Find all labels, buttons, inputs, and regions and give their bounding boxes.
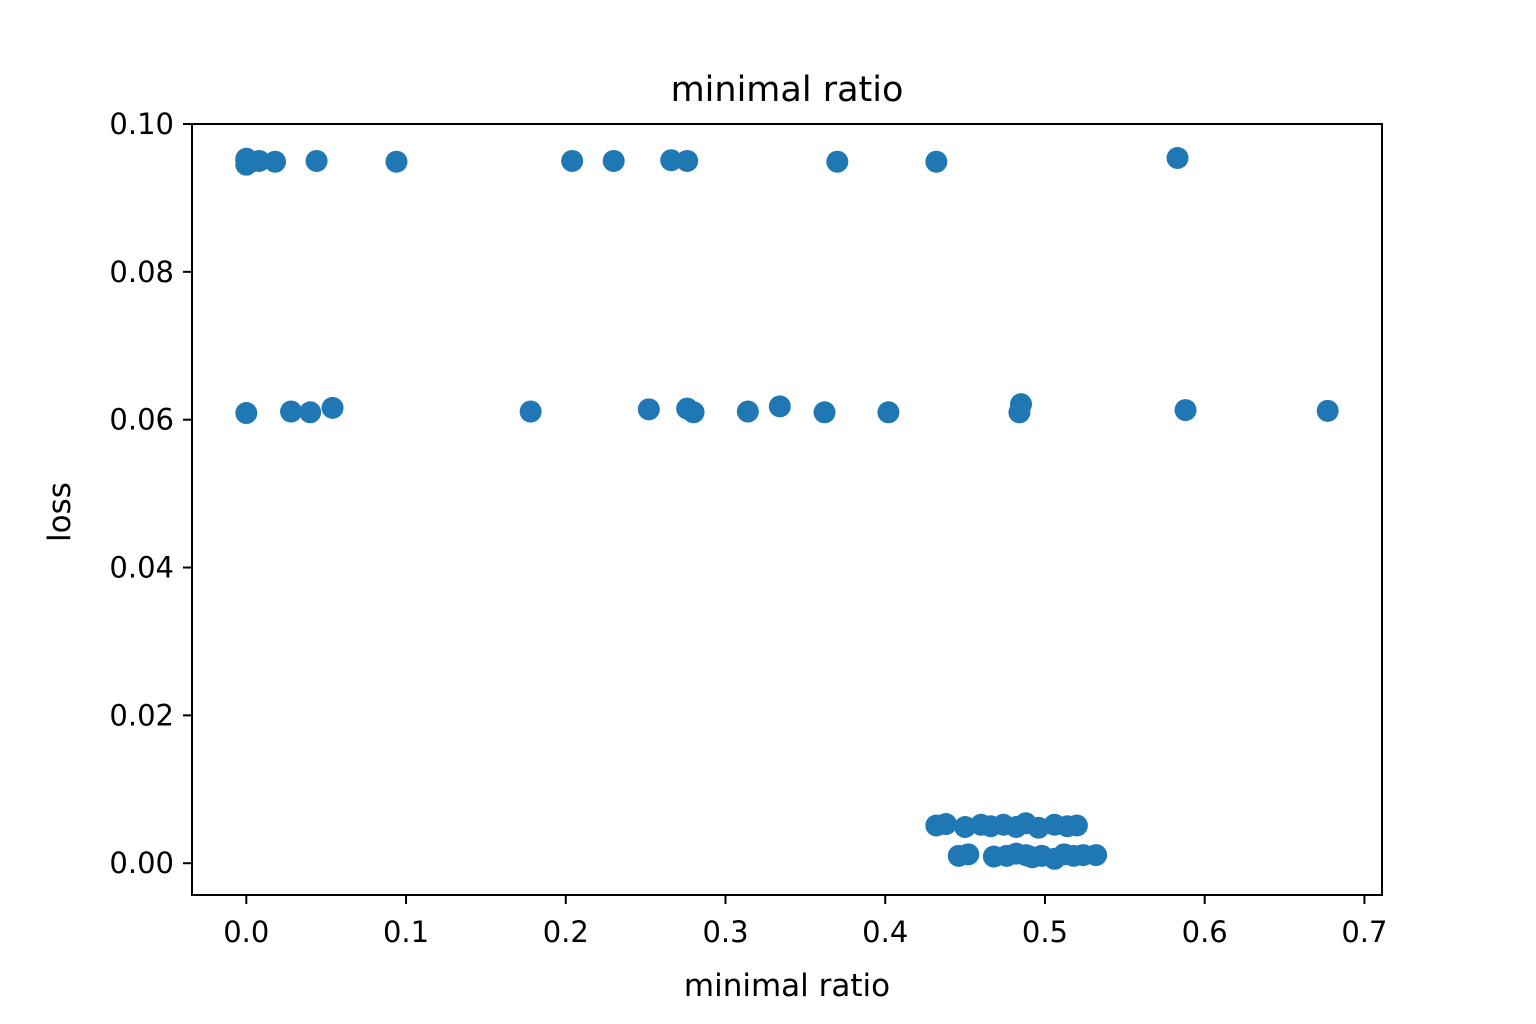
- data-point: [957, 843, 980, 866]
- data-point: [385, 150, 408, 173]
- y-tick-label: 0.08: [109, 255, 174, 289]
- y-tick-label: 0.02: [109, 698, 174, 732]
- x-tick-label: 0.1: [383, 915, 429, 949]
- plot-frame: [191, 123, 1383, 896]
- y-tick-label: 0.00: [109, 846, 174, 880]
- data-point: [1316, 399, 1339, 422]
- data-point: [248, 149, 271, 172]
- y-tick-label: 0.10: [109, 107, 174, 141]
- data-point: [602, 149, 625, 172]
- y-axis-ticks: 0.00 0.02 0.04 0.06 0.08 0.10: [109, 107, 192, 880]
- x-tick-label: 0.4: [862, 915, 908, 949]
- data-point: [637, 398, 660, 421]
- x-tick-label: 0.6: [1182, 915, 1228, 949]
- data-point: [676, 149, 699, 172]
- x-tick-label: 0.5: [1022, 915, 1068, 949]
- data-point: [264, 150, 287, 173]
- data-point: [934, 813, 957, 836]
- data-point: [682, 401, 705, 424]
- x-tick-label: 0.3: [702, 915, 748, 949]
- data-point: [813, 401, 836, 424]
- data-point: [305, 149, 328, 172]
- data-point: [1065, 814, 1088, 837]
- data-point: [1010, 393, 1033, 416]
- scatter-points: [235, 147, 1339, 870]
- data-point: [519, 400, 542, 423]
- y-tick-label: 0.04: [109, 551, 174, 585]
- x-axis-title: minimal ratio: [684, 968, 890, 1004]
- data-point: [768, 395, 791, 418]
- x-tick-label: 0.7: [1341, 915, 1387, 949]
- data-point: [1166, 147, 1189, 170]
- y-tick-label: 0.06: [109, 403, 174, 437]
- data-point: [925, 150, 948, 173]
- data-point: [321, 396, 344, 419]
- data-point: [877, 401, 900, 424]
- chart-title: minimal ratio: [671, 70, 904, 110]
- data-point: [1174, 399, 1197, 422]
- data-point: [561, 149, 584, 172]
- data-point: [736, 400, 759, 423]
- x-axis-ticks: 0.0 0.1 0.2 0.3 0.4 0.5 0.6 0.7: [223, 895, 1387, 949]
- x-tick-label: 0.2: [543, 915, 589, 949]
- y-axis-title: loss: [42, 482, 78, 542]
- x-tick-label: 0.0: [223, 915, 269, 949]
- data-point: [826, 150, 849, 173]
- data-point: [280, 400, 303, 423]
- data-point: [660, 149, 683, 172]
- data-point: [1085, 844, 1108, 867]
- data-point: [299, 401, 322, 424]
- data-point: [235, 402, 258, 425]
